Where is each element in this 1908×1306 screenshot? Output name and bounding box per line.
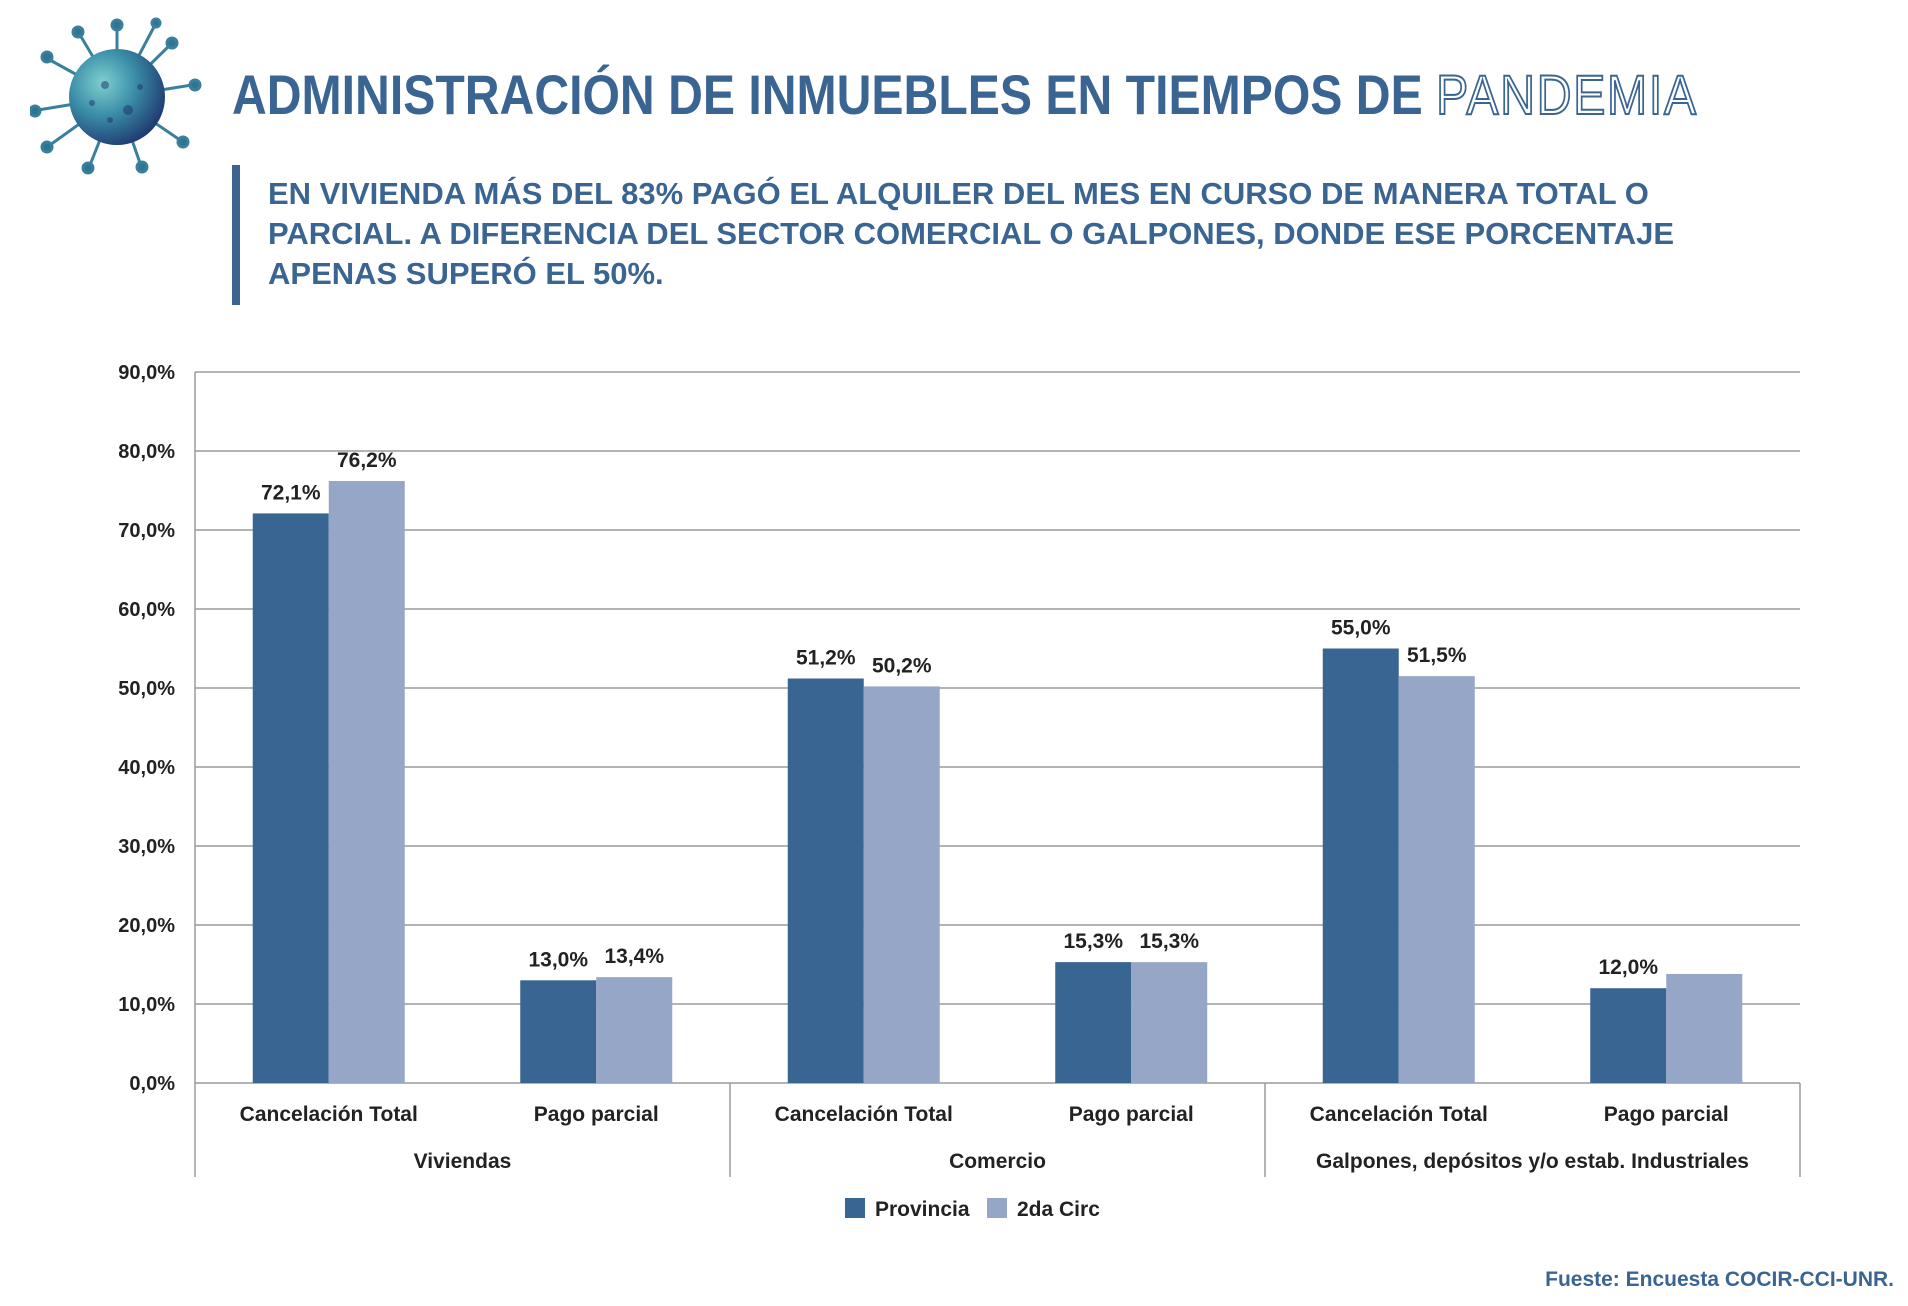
- bar-provincia: [252, 513, 329, 1083]
- y-tick-label: 10,0%: [118, 994, 175, 1016]
- bar-2da-circ: [328, 481, 405, 1083]
- bar-provincia: [787, 678, 864, 1083]
- data-label: 15,3%: [1139, 930, 1199, 953]
- data-label: 50,2%: [872, 654, 932, 677]
- title-main: ADMINISTRACIÓN DE INMUEBLES EN TIEMPOS D…: [232, 63, 1423, 126]
- data-label: 13,0%: [528, 948, 588, 971]
- y-tick-label: 80,0%: [118, 441, 175, 463]
- x-tick-label: Cancelación Total: [775, 1103, 953, 1126]
- virus-icon: [30, 17, 202, 175]
- legend-swatch: [987, 1198, 1007, 1218]
- page-title: ADMINISTRACIÓN DE INMUEBLES EN TIEMPOS D…: [232, 62, 1698, 127]
- legend-label: 2da Circ: [1017, 1198, 1100, 1221]
- bar-2da-circ: [1666, 973, 1743, 1083]
- y-tick-label: 40,0%: [118, 757, 175, 779]
- header: ADMINISTRACIÓN DE INMUEBLES EN TIEMPOS D…: [0, 0, 1908, 330]
- group-label: Comercio: [949, 1150, 1046, 1173]
- x-tick-label: Cancelación Total: [240, 1103, 418, 1126]
- data-label: 51,5%: [1407, 644, 1467, 667]
- x-tick-label: Pago parcial: [1069, 1103, 1194, 1126]
- bar-2da-circ: [1131, 962, 1208, 1083]
- bar-provincia: [1590, 988, 1667, 1083]
- data-label: 13,4%: [604, 945, 664, 968]
- data-label: 12,0%: [1598, 956, 1658, 979]
- legend-label: Provincia: [875, 1198, 970, 1221]
- data-label: 76,2%: [337, 449, 397, 472]
- y-tick-label: 50,0%: [118, 678, 175, 700]
- quote-bar: [232, 165, 240, 305]
- subtitle: EN VIVIENDA MÁS DEL 83% PAGÓ EL ALQUILER…: [268, 176, 1675, 291]
- x-tick-label: Pago parcial: [534, 1103, 659, 1126]
- y-tick-label: 60,0%: [118, 599, 175, 621]
- bar-provincia: [520, 980, 597, 1083]
- data-label: 72,1%: [261, 481, 321, 504]
- bar-2da-circ: [596, 977, 673, 1083]
- title-outline-word: PANDEMIA: [1435, 62, 1698, 127]
- y-tick-label: 90,0%: [118, 362, 175, 384]
- y-tick-label: 0,0%: [129, 1073, 175, 1095]
- group-label: Viviendas: [414, 1150, 512, 1173]
- legend-swatch: [845, 1198, 865, 1218]
- bar-2da-circ: [863, 686, 940, 1083]
- group-label: Galpones, depósitos y/o estab. Industria…: [1316, 1150, 1749, 1173]
- y-tick-label: 20,0%: [118, 915, 175, 937]
- data-label: 15,3%: [1063, 930, 1123, 953]
- y-tick-label: 70,0%: [118, 520, 175, 542]
- source-note: Fueste: Encuesta COCIR-CCI-UNR.: [1545, 1268, 1894, 1291]
- y-tick-label: 30,0%: [118, 836, 175, 858]
- data-label: 51,2%: [796, 647, 856, 670]
- bar-provincia: [1055, 962, 1132, 1083]
- bar-provincia: [1322, 648, 1399, 1083]
- x-tick-label: Cancelación Total: [1310, 1103, 1488, 1126]
- x-tick-label: Pago parcial: [1604, 1103, 1729, 1126]
- bar-2da-circ: [1398, 676, 1475, 1083]
- data-label: 55,0%: [1331, 617, 1391, 640]
